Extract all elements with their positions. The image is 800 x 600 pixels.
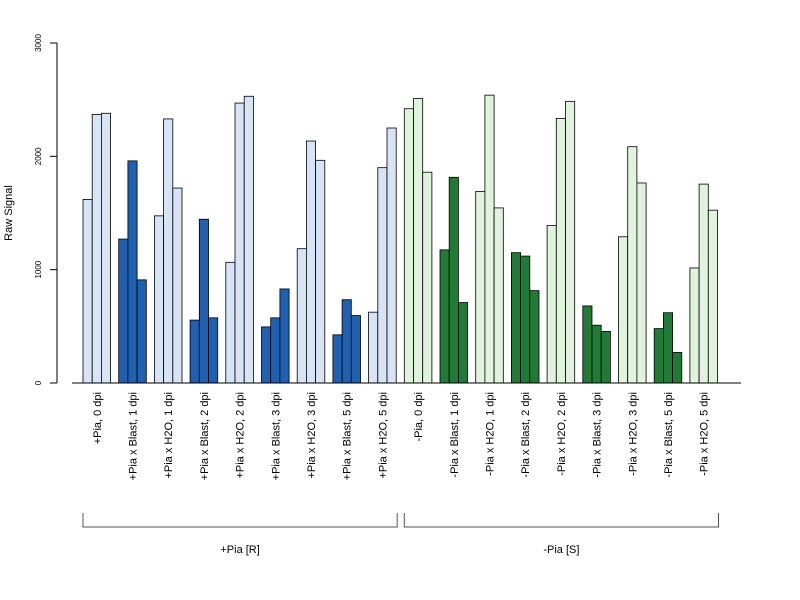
bar	[270, 317, 281, 384]
x-tick-label: -Pia x Blast, 5 dpi	[663, 392, 675, 478]
bars	[82, 94, 718, 384]
bar	[91, 114, 102, 384]
group-bracket	[82, 513, 398, 528]
bar	[118, 238, 129, 384]
bar	[163, 118, 174, 384]
bar	[332, 334, 343, 384]
bar	[413, 98, 424, 384]
bar	[484, 94, 495, 384]
x-tick-label: -Pia x Blast, 3 dpi	[592, 392, 604, 478]
x-tick-label: -Pia x H2O, 3 dpi	[627, 392, 639, 476]
x-tick-label: -Pia, 0 dpi	[413, 392, 425, 442]
bar	[234, 102, 245, 384]
bar	[189, 319, 200, 384]
bar	[386, 127, 397, 384]
y-tick-label: 2000	[34, 147, 43, 165]
x-tick-label: +Pia x Blast, 1 dpi	[128, 392, 140, 480]
x-tick-label: -Pia x Blast, 2 dpi	[520, 392, 532, 478]
bar	[422, 171, 433, 384]
group-bracket-label: -Pia [S]	[543, 544, 579, 556]
x-tick-label: +Pia x Blast, 5 dpi	[342, 392, 354, 480]
group-bracket-label: +Pia [R]	[220, 544, 259, 556]
bar	[279, 288, 290, 384]
x-tick-label: -Pia x H2O, 1 dpi	[485, 392, 497, 476]
bar	[261, 326, 272, 384]
bar	[565, 100, 576, 384]
bar	[243, 95, 254, 384]
group-bracket	[403, 513, 719, 528]
bar	[172, 187, 183, 384]
bar	[520, 255, 531, 384]
bar	[627, 146, 638, 384]
bar	[439, 249, 450, 384]
bar	[341, 299, 352, 384]
bar	[101, 112, 112, 384]
bar	[618, 236, 629, 384]
x-tick-label: -Pia x H2O, 5 dpi	[699, 392, 711, 476]
bar	[403, 108, 414, 384]
bar	[475, 191, 486, 384]
x-tick-label: +Pia x H2O, 5 dpi	[377, 392, 389, 479]
x-tick-labels: +Pia, 0 dpi +Pia x Blast, 1 dpi +Pia x H2O…	[92, 392, 711, 480]
y-axis: 0 1000 2000 3000	[34, 34, 58, 385]
bar	[296, 248, 307, 384]
bar	[653, 328, 664, 384]
bar	[555, 117, 566, 384]
x-tick-label: +Pia x H2O, 3 dpi	[306, 392, 318, 479]
bar	[663, 312, 674, 384]
x-tick-label: -Pia x Blast, 1 dpi	[449, 392, 461, 478]
bar	[208, 317, 219, 384]
bar	[377, 167, 388, 384]
bar	[198, 218, 209, 384]
x-tick-label: +Pia x H2O, 1 dpi	[163, 392, 175, 479]
bar	[636, 182, 647, 384]
bar	[136, 279, 147, 384]
bar	[591, 324, 602, 384]
bar	[698, 183, 709, 384]
bar	[457, 302, 468, 384]
bar	[600, 331, 611, 384]
bar	[672, 351, 683, 384]
bar	[582, 305, 593, 384]
bar	[350, 315, 361, 384]
bar	[546, 225, 557, 384]
bar	[82, 198, 93, 384]
bar	[153, 215, 164, 384]
bar	[529, 290, 540, 384]
y-tick-label: 0	[34, 380, 43, 385]
bar	[127, 160, 138, 384]
bar	[305, 140, 316, 384]
x-tick-label: -Pia x H2O, 2 dpi	[556, 392, 568, 476]
bar	[225, 261, 236, 384]
x-tick-label: +Pia x H2O, 2 dpi	[235, 392, 247, 479]
y-tick-label: 3000	[34, 34, 43, 52]
y-tick-label: 1000	[34, 260, 43, 278]
bar	[493, 207, 504, 384]
bar	[315, 159, 326, 384]
bar	[368, 311, 379, 384]
bar	[510, 252, 521, 384]
x-tick-label: +Pia, 0 dpi	[92, 392, 104, 444]
group-brackets: +Pia [R] -Pia [S]	[82, 513, 719, 556]
x-tick-label: +Pia x Blast, 2 dpi	[199, 392, 211, 480]
y-axis-label: Raw Signal	[3, 185, 15, 241]
bar	[689, 267, 700, 384]
bar	[707, 209, 718, 384]
bar	[448, 176, 459, 384]
x-tick-label: +Pia x Blast, 3 dpi	[270, 392, 282, 480]
